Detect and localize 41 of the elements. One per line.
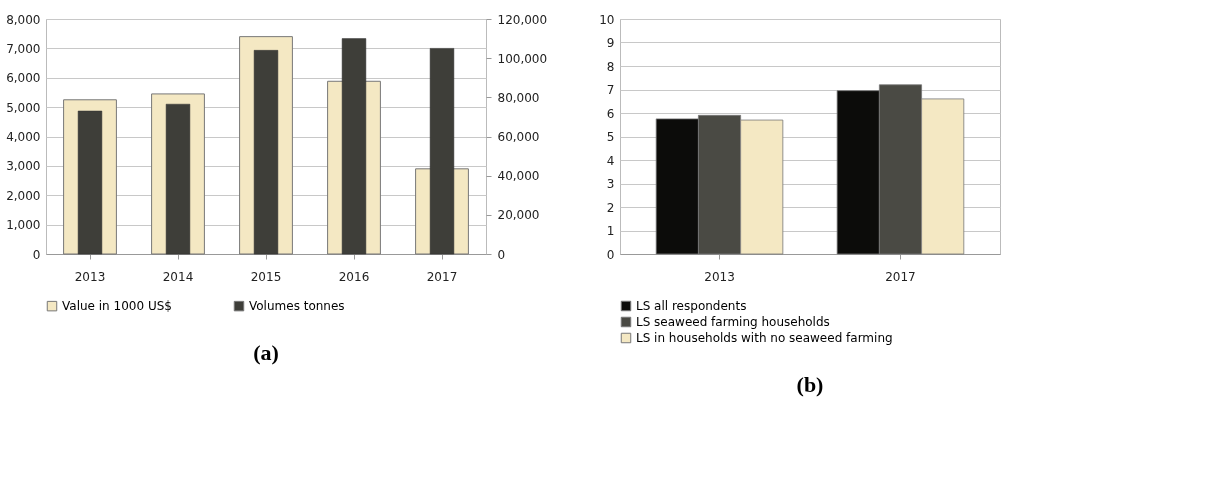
x-tick-label: 2015	[250, 269, 282, 284]
y-tick-label: 4,000	[6, 130, 41, 144]
y-tick-label: 5	[606, 130, 615, 144]
y-tick-label: 1,000	[6, 218, 41, 233]
y-tick-label: 10	[599, 12, 615, 27]
y-tick-label: 8,000	[6, 12, 41, 27]
y-tick-label: 7,000	[6, 41, 41, 56]
y-tick-label: 5,000	[6, 100, 41, 115]
x-tick-label: 2016	[338, 269, 370, 284]
y-tick-label: 1	[606, 224, 615, 238]
text: (b)	[796, 372, 824, 397]
y-tick-label: 7	[606, 83, 615, 97]
y-tick-label: 6,000	[6, 71, 41, 86]
y-tick-label: 4	[606, 153, 615, 168]
y-tick-label: 0	[32, 247, 41, 262]
y2-tick-label: 40,000	[497, 169, 540, 184]
legend-label: Value in 1000 US$	[62, 299, 172, 314]
y2-tick-label: 100,000	[497, 51, 548, 66]
legend-label: Volumes tonnes	[249, 299, 345, 314]
y-tick-label: 3	[606, 177, 615, 191]
y-tick-label: 8	[606, 59, 615, 74]
y2-tick-label: 80,000	[497, 90, 540, 105]
legend-label: LS in households with no seaweed farming	[636, 331, 893, 345]
legend-label: LS seaweed farming households	[636, 315, 830, 329]
y2-tick-label: 60,000	[497, 130, 540, 144]
x-tick-label: 2017	[426, 269, 458, 284]
y-tick-label: 6	[606, 106, 615, 121]
y-tick-label: 3,000	[6, 159, 41, 174]
legend-label: LS all respondents	[636, 299, 747, 313]
y-tick-label: 2	[606, 200, 615, 215]
x-tick-label: 2014	[162, 269, 194, 284]
x-tick-label: 2013	[704, 269, 735, 284]
y-tick-label: 9	[606, 36, 615, 50]
x-tick-label: 2013	[74, 269, 106, 284]
y-tick-label: 2,000	[6, 188, 41, 203]
y2-tick-label: 120,000	[497, 12, 548, 27]
y2-tick-label: 20,000	[497, 208, 540, 223]
y2-tick-label: 0	[497, 247, 506, 262]
y-tick-label: 0	[606, 247, 615, 262]
text: (a)	[253, 340, 279, 365]
x-tick-label: 2017	[885, 269, 916, 284]
